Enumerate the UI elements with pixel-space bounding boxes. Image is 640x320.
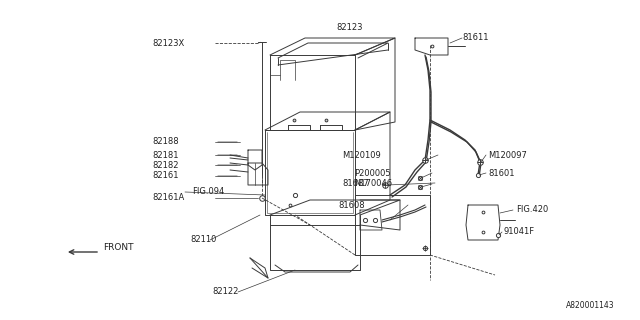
- Text: N170046: N170046: [354, 180, 392, 188]
- Text: 81611: 81611: [462, 34, 488, 43]
- Text: 82123X: 82123X: [152, 38, 184, 47]
- Text: 82161: 82161: [152, 172, 179, 180]
- Text: M120097: M120097: [488, 150, 527, 159]
- Text: 82181: 82181: [152, 150, 179, 159]
- Text: P200005: P200005: [354, 169, 390, 178]
- Text: FRONT: FRONT: [103, 244, 134, 252]
- Text: 82182: 82182: [152, 161, 179, 170]
- Text: 82161A: 82161A: [152, 194, 184, 203]
- Text: 82123: 82123: [336, 23, 362, 33]
- Text: 81601: 81601: [488, 169, 515, 178]
- Text: A820001143: A820001143: [566, 300, 615, 309]
- Text: 82122: 82122: [212, 287, 238, 297]
- Text: FIG.094: FIG.094: [192, 188, 224, 196]
- Text: 81687: 81687: [342, 179, 369, 188]
- Text: FIG.420: FIG.420: [516, 205, 548, 214]
- Text: 82188: 82188: [152, 138, 179, 147]
- Text: 82110: 82110: [190, 236, 216, 244]
- Text: M120109: M120109: [342, 150, 381, 159]
- Text: 91041F: 91041F: [504, 228, 535, 236]
- Text: 81608: 81608: [338, 201, 365, 210]
